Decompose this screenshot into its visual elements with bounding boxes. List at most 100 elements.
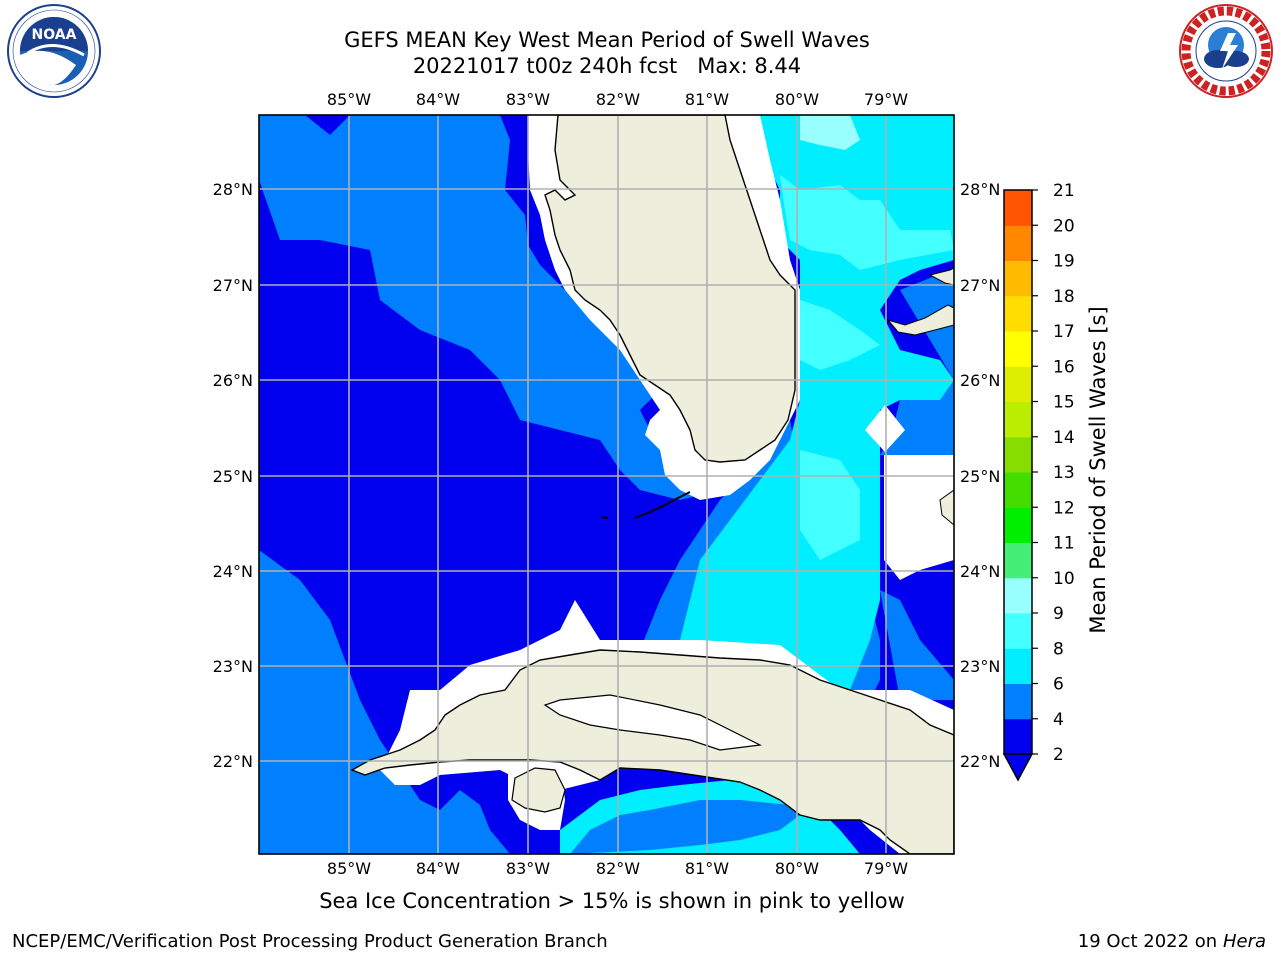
lat-label: 26°N	[213, 371, 253, 390]
land-bahamas-grand	[928, 267, 954, 286]
colorbar-segment	[1004, 190, 1032, 226]
colorbar-segment	[1004, 507, 1032, 543]
colorbar-tick-label: 11	[1053, 534, 1075, 554]
colorbar-tick-label: 16	[1053, 357, 1075, 377]
lon-label: 80°W	[775, 859, 819, 878]
lon-label: 85°W	[327, 90, 371, 109]
land-bahamas-east	[939, 489, 954, 526]
lon-label: 84°W	[416, 90, 460, 109]
lon-label: 81°W	[685, 859, 729, 878]
colorbar-tick-label: 10	[1053, 569, 1075, 589]
colorbar-segment	[1004, 436, 1032, 473]
nodata-diamond	[865, 405, 905, 452]
colorbar-tick-label: 12	[1053, 498, 1075, 518]
lat-labels-right: 28°N 27°N 26°N 25°N 24°N 23°N 22°N	[960, 180, 1000, 771]
map-field	[259, 115, 954, 854]
field-6-8-patch2	[800, 300, 880, 370]
nodata-bahamas	[884, 455, 954, 580]
lat-label: 25°N	[960, 467, 1000, 486]
lat-label: 27°N	[213, 276, 253, 295]
colorbar-tick-label: 19	[1053, 252, 1075, 272]
noaa-logo-text: NOAA	[32, 27, 77, 43]
colorbar: 2 4 6 8 9 10 11 12 13 14 15 16 17 18 19 20 21	[1002, 181, 1075, 782]
lat-label: 23°N	[213, 657, 253, 676]
field-4-6-southwest	[259, 550, 510, 854]
land-florida	[544, 115, 796, 463]
colorbar-tick-label: 8	[1053, 639, 1064, 659]
lon-label: 79°W	[864, 859, 908, 878]
lon-label: 80°W	[775, 90, 819, 109]
colorbar-segment	[1004, 295, 1032, 332]
colorbar-tick-label: 17	[1053, 322, 1075, 342]
field-4-6-northwest	[259, 115, 700, 500]
colorbar-segment	[1004, 648, 1032, 684]
lon-label: 85°W	[327, 859, 371, 878]
land-cuba	[350, 649, 954, 854]
noaa-logo: NOAA	[7, 4, 101, 98]
lat-label: 24°N	[960, 562, 1000, 581]
lat-label: 26°N	[960, 371, 1000, 390]
colorbar-under-extension	[1002, 753, 1034, 782]
chart-title-line-1: GEFS MEAN Key West Mean Period of Swell …	[344, 28, 870, 52]
footer-host: Hera	[1222, 931, 1266, 952]
lat-label: 28°N	[960, 180, 1000, 199]
land-isle-of-youth	[511, 767, 566, 813]
lat-label: 23°N	[960, 657, 1000, 676]
footer-date-text: 19 Oct 2022 on	[1077, 931, 1218, 952]
colorbar-tick-label: 13	[1053, 463, 1075, 483]
colorbar-label: Mean Period of Swell Waves [s]	[1086, 306, 1110, 634]
field-6-8-patches	[780, 175, 954, 270]
lon-label: 82°W	[596, 90, 640, 109]
colorbar-segment	[1004, 577, 1032, 614]
colorbar-segment	[1004, 472, 1032, 508]
keys-small	[601, 516, 609, 519]
colorbar-tick-label: 6	[1053, 675, 1064, 695]
field-8-9-north	[800, 115, 860, 150]
map-frame	[258, 114, 955, 855]
lon-label: 83°W	[506, 90, 550, 109]
lon-label: 79°W	[864, 90, 908, 109]
lon-labels-top: 85°W 84°W 83°W 82°W 81°W 80°W 79°W	[327, 90, 908, 109]
lat-label: 24°N	[213, 562, 253, 581]
colorbar-tick-label: 14	[1053, 428, 1075, 448]
colorbar-segment	[1004, 542, 1032, 579]
nws-logo	[1179, 4, 1273, 98]
lon-labels-bottom: 85°W 84°W 83°W 82°W 81°W 80°W 79°W	[327, 859, 908, 878]
colorbar-tick-label: 2	[1053, 745, 1064, 765]
colorbar-tick-label: 20	[1053, 216, 1075, 236]
lat-label: 28°N	[213, 180, 253, 199]
lon-label: 81°W	[685, 90, 729, 109]
lat-label: 22°N	[960, 752, 1000, 771]
colorbar-tick-label: 9	[1053, 604, 1064, 624]
land-bahamas-andros	[886, 304, 954, 336]
colorbar-segment	[1004, 613, 1032, 649]
colorbar-segment	[1004, 401, 1032, 438]
colorbar-tick-label: 21	[1053, 181, 1075, 201]
colorbar-segment	[1004, 366, 1032, 402]
florida-keys	[634, 491, 691, 519]
colorbar-tick-label: 15	[1053, 393, 1075, 413]
colorbar-tick-label: 4	[1053, 710, 1064, 730]
lat-label: 22°N	[213, 752, 253, 771]
colorbar-segment	[1004, 331, 1032, 367]
lat-label: 25°N	[213, 467, 253, 486]
chart-title-line-2: 20221017 t00z 240h fcst Max: 8.44	[412, 54, 802, 78]
field-4-6-se	[880, 590, 954, 700]
lat-labels-left: 28°N 27°N 26°N 25°N 24°N 23°N 22°N	[213, 180, 253, 771]
footer-date: 19 Oct 2022 on Hera	[1078, 931, 1266, 952]
lon-label: 83°W	[506, 859, 550, 878]
lat-label: 27°N	[960, 276, 1000, 295]
sea-ice-note: Sea Ice Concentration > 15% is shown in …	[319, 889, 905, 913]
colorbar-segment	[1004, 225, 1032, 261]
colorbar-tick-label: 18	[1053, 287, 1075, 307]
footer-credit: NCEP/EMC/Verification Post Processing Pr…	[12, 931, 608, 952]
colorbar-segment	[1004, 718, 1032, 755]
map-graticule	[259, 115, 954, 854]
colorbar-segment	[1004, 260, 1032, 297]
colorbar-segment	[1004, 683, 1032, 720]
lon-label: 84°W	[416, 859, 460, 878]
lon-label: 82°W	[596, 859, 640, 878]
field-6-8-southwest-strip	[570, 800, 800, 854]
field-6-8-patch3	[800, 450, 860, 560]
